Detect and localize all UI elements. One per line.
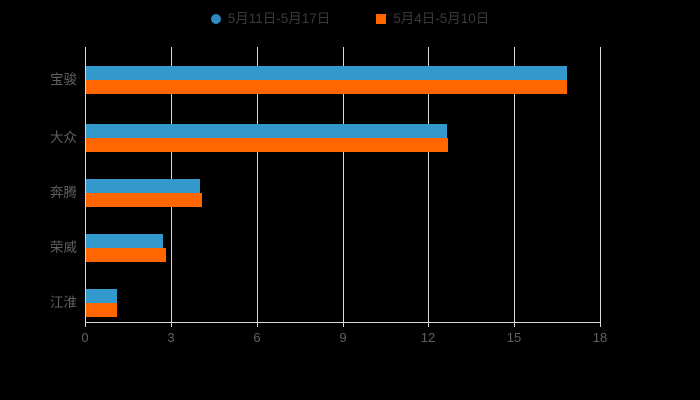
bar-大众-series-2[interactable]	[86, 138, 448, 152]
bar-奔腾-series-2[interactable]	[86, 193, 202, 207]
y-axis-line	[85, 47, 86, 322]
bar-荣威-series-2[interactable]	[86, 248, 167, 262]
x-axis-label-2: 6	[253, 330, 261, 345]
square-marker-icon	[376, 14, 387, 24]
y-axis-label-0: 宝骏	[50, 72, 77, 87]
bar-江淮-series-2[interactable]	[86, 303, 118, 317]
y-axis-label-2: 奔腾	[50, 185, 77, 200]
plot-area	[85, 47, 601, 322]
bar-荣威-series-1[interactable]	[86, 234, 164, 248]
chart-legend: 5月11日-5月17日 5月4日-5月10日	[0, 6, 700, 32]
gridline-12	[428, 47, 429, 322]
x-axis-labels: 0 3 6 9 12 15 18	[0, 330, 700, 350]
y-axis-label-1: 大众	[50, 130, 77, 145]
bar-江淮-series-1[interactable]	[86, 289, 118, 303]
x-tick-18	[600, 322, 601, 327]
gridline-15	[514, 47, 515, 322]
gridline-9	[343, 47, 344, 322]
gridline-18	[600, 47, 601, 322]
legend-label-series-b: 5月4日-5月10日	[393, 11, 490, 27]
x-axis-label-6: 18	[592, 330, 608, 345]
x-axis-label-0: 0	[81, 330, 89, 345]
x-axis-label-5: 15	[506, 330, 522, 345]
x-tick-15	[514, 322, 515, 327]
y-axis-label-3: 荣威	[50, 240, 77, 255]
legend-item-series-b[interactable]: 5月4日-5月10日	[376, 12, 489, 26]
bar-奔腾-series-1[interactable]	[86, 179, 201, 193]
bar-宝骏-series-2[interactable]	[86, 80, 567, 94]
y-axis-label-4: 江淮	[50, 295, 77, 310]
x-axis-label-3: 9	[339, 330, 347, 345]
x-axis-label-1: 3	[167, 330, 175, 345]
circle-marker-icon	[210, 14, 221, 24]
bar-宝骏-series-1[interactable]	[86, 66, 567, 80]
x-tick-12	[428, 322, 429, 327]
x-tick-6	[257, 322, 258, 327]
gridline-6	[257, 47, 258, 322]
y-axis-labels: 宝骏 大众 奔腾 荣威 江淮	[0, 47, 77, 322]
bar-大众-series-1[interactable]	[86, 124, 447, 138]
x-tick-3	[171, 322, 172, 327]
x-axis-label-4: 12	[420, 330, 436, 345]
legend-label-series-a: 5月11日-5月17日	[227, 11, 331, 27]
x-tick-9	[343, 322, 344, 327]
legend-item-series-a[interactable]: 5月11日-5月17日	[210, 11, 331, 27]
x-tick-0	[85, 322, 86, 327]
